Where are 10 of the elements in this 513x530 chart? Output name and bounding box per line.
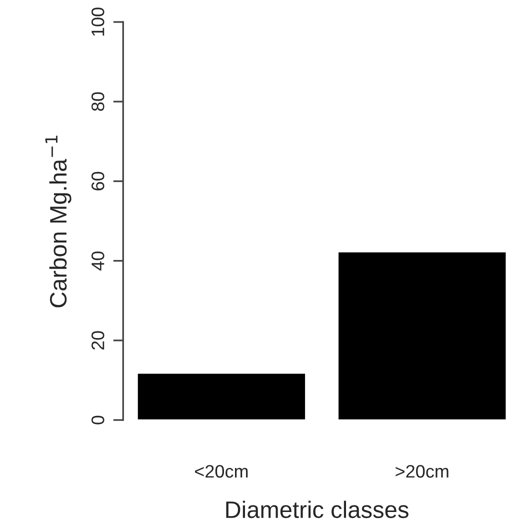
y-tick-label: 20 — [91, 331, 104, 350]
x-tick-label: >20cm — [396, 464, 448, 478]
y-tick-label: 0 — [91, 416, 104, 424]
y-tick-label: 100 — [91, 8, 104, 36]
y-tick-label: 80 — [91, 92, 104, 111]
x-tick-label: <20cm — [195, 464, 248, 478]
x-axis-title: Diametric classes — [226, 500, 408, 518]
y-tick-label: 60 — [91, 172, 104, 190]
y-axis-title: Carbon Mg.ha$^{−1}$ — [45, 136, 72, 308]
y-tick-label: 40 — [91, 251, 104, 270]
